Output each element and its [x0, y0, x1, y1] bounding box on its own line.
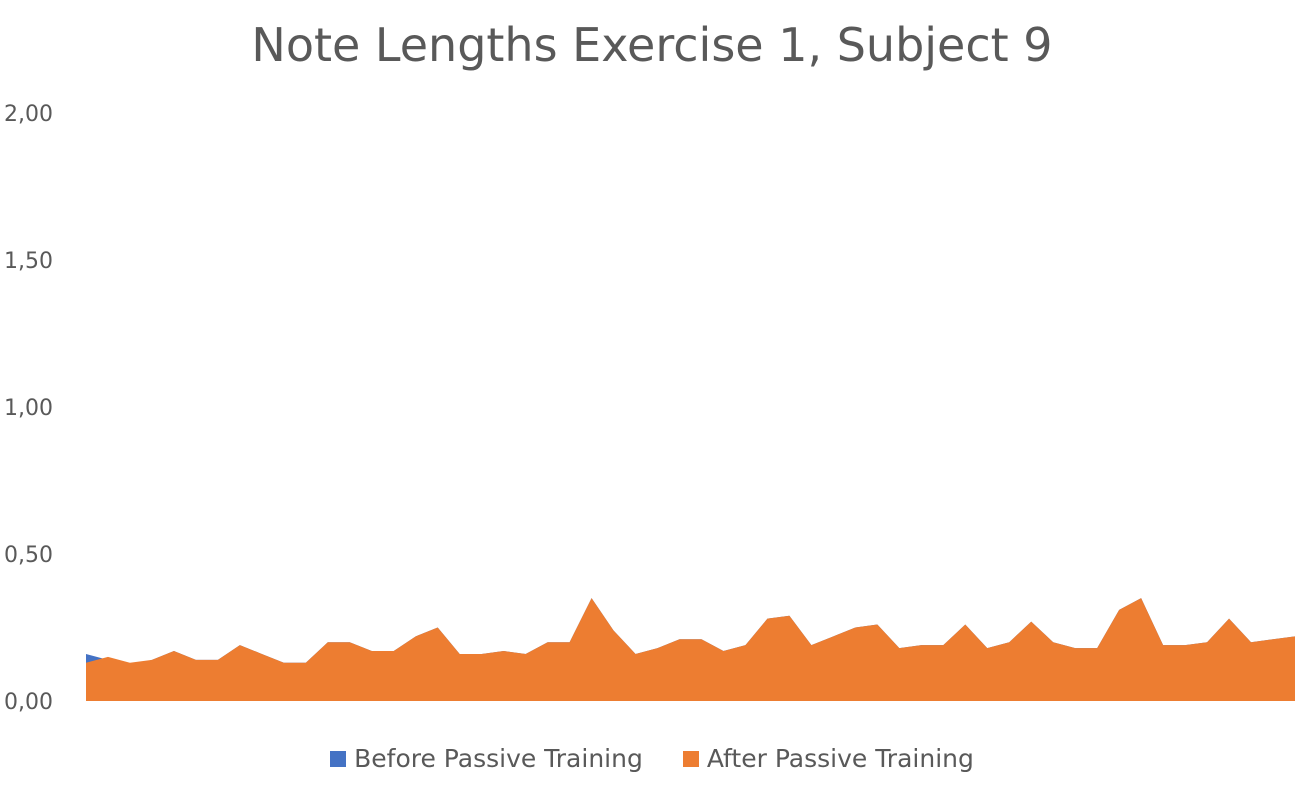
legend: Before Passive Training After Passive Tr… — [0, 744, 1304, 773]
legend-swatch-after — [682, 750, 699, 767]
series-area-1 — [86, 598, 1295, 701]
legend-swatch-before — [330, 750, 347, 767]
y-tick-label: 0,00 — [4, 690, 53, 715]
y-axis: 0,00 0,50 1,00 1,50 2,00 — [4, 102, 53, 715]
chart-title: Note Lengths Exercise 1, Subject 9 — [251, 18, 1053, 72]
legend-item-before: Before Passive Training — [330, 744, 643, 773]
y-tick-label: 1,50 — [4, 249, 53, 274]
y-tick-label: 2,00 — [4, 102, 53, 127]
y-tick-label: 0,50 — [4, 543, 53, 568]
legend-label-after: After Passive Training — [706, 744, 974, 773]
legend-item-after: After Passive Training — [682, 744, 974, 773]
y-tick-label: 1,00 — [4, 396, 53, 421]
plot-area — [86, 598, 1295, 701]
legend-label-before: Before Passive Training — [354, 744, 643, 773]
